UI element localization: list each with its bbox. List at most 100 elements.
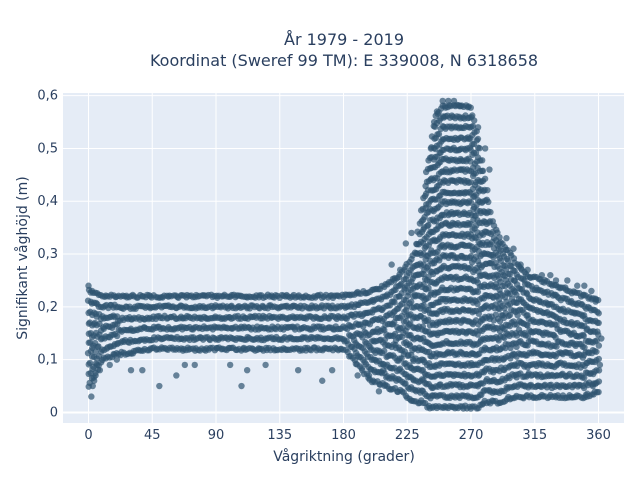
scatter-point	[450, 97, 458, 105]
y-tick-label: 0,5	[37, 141, 58, 156]
scatter-point	[191, 361, 198, 369]
scatter-point	[425, 284, 432, 292]
scatter-point	[467, 199, 475, 206]
scatter-point	[113, 356, 121, 363]
scatter-point	[89, 382, 96, 390]
scatter-point	[319, 377, 326, 384]
scatter-point	[517, 261, 524, 268]
scatter-point	[583, 393, 591, 400]
scatter-point	[496, 234, 503, 241]
scatter-point	[595, 319, 602, 327]
scatter-point	[238, 382, 245, 390]
scatter-point	[402, 240, 410, 247]
scatter-point	[354, 372, 361, 379]
scatter-point	[93, 361, 101, 369]
scatter-point	[456, 103, 463, 110]
y-axis-title: Signifikant våghöjd (m)	[14, 176, 31, 339]
scatter-point	[408, 298, 415, 306]
scatter-point	[596, 361, 604, 369]
scatter-point	[593, 348, 600, 355]
scatter-point	[476, 145, 483, 152]
scatter-point	[439, 97, 446, 105]
x-tick-label: 90	[208, 428, 225, 443]
scatter-point	[365, 372, 373, 379]
scatter-point	[445, 97, 452, 105]
y-tick-label: 0,4	[37, 194, 58, 209]
scatter-point	[474, 124, 482, 131]
scatter-point	[598, 335, 605, 342]
scatter-point	[485, 198, 492, 206]
scatter-point	[430, 118, 438, 126]
scatter-point	[379, 367, 387, 374]
scatter-point	[588, 287, 595, 295]
x-tick-label: 315	[522, 428, 547, 443]
scatter-point	[581, 344, 588, 351]
scatter-point	[435, 130, 443, 138]
scatter-point	[375, 388, 383, 395]
x-tick-label: 45	[144, 428, 161, 443]
scatter-point	[581, 282, 588, 289]
scatter-point	[470, 117, 478, 124]
chart-subtitle: Koordinat (Sweref 99 TM): E 339008, N 63…	[150, 51, 538, 70]
scatter-point	[574, 282, 581, 289]
y-tick-label: 0	[50, 405, 58, 420]
scatter-point	[487, 208, 494, 216]
scatter-point	[106, 361, 113, 369]
scatter-point	[581, 374, 588, 381]
chart-title: År 1979 - 2019	[284, 30, 404, 49]
scatter-point	[425, 221, 432, 229]
scatter-point	[90, 377, 98, 384]
scatter-point	[408, 229, 415, 237]
scatter-point	[580, 332, 587, 339]
scatter-point	[486, 166, 493, 173]
scatter-point	[85, 282, 92, 289]
scatter-point	[479, 167, 487, 175]
data-points	[84, 97, 605, 412]
scatter-point	[592, 298, 599, 305]
scatter-point	[380, 347, 388, 355]
scatter-point	[469, 112, 476, 119]
scatter-point	[156, 382, 163, 390]
scatter-point	[552, 277, 560, 284]
scatter-point	[524, 322, 531, 329]
scatter-point	[328, 367, 336, 374]
scatter-point	[391, 277, 398, 284]
x-axis-ticks: 0 45 90 135 180 225 270 315 360	[84, 428, 611, 443]
scatter-point	[505, 257, 512, 264]
scatter-point	[506, 311, 514, 319]
scatter-point	[113, 332, 121, 340]
grid-lines	[63, 93, 624, 423]
scatter-point	[474, 135, 482, 143]
scatter-point	[425, 273, 432, 281]
scatter-point	[484, 186, 491, 194]
scatter-point	[481, 175, 489, 182]
scatter-point	[433, 108, 441, 115]
scatter-point	[469, 122, 477, 130]
scatter-point	[568, 393, 575, 400]
scatter-point	[496, 240, 503, 247]
x-tick-label: 135	[267, 428, 292, 443]
x-tick-label: 180	[331, 428, 356, 443]
x-tick-label: 0	[84, 428, 92, 443]
y-tick-label: 0,6	[37, 89, 58, 104]
scatter-point	[139, 367, 146, 374]
x-tick-label: 360	[586, 428, 611, 443]
scatter-point	[359, 334, 366, 341]
scatter-point	[595, 342, 603, 349]
scatter-point	[479, 157, 486, 164]
scatter-point	[181, 361, 189, 369]
scatter-point	[467, 104, 474, 111]
scatter-point	[481, 145, 489, 152]
scatter-point	[396, 266, 404, 274]
x-tick-label: 225	[395, 428, 420, 443]
scatter-point	[547, 271, 554, 279]
scatter-point	[595, 378, 603, 385]
scatter-point	[243, 367, 251, 374]
scatter-point	[262, 361, 269, 369]
scatter-point	[391, 299, 398, 306]
scatter-point	[425, 316, 432, 323]
scatter-point	[226, 361, 234, 369]
scatter-point	[589, 382, 597, 390]
scatter-point	[503, 235, 510, 242]
